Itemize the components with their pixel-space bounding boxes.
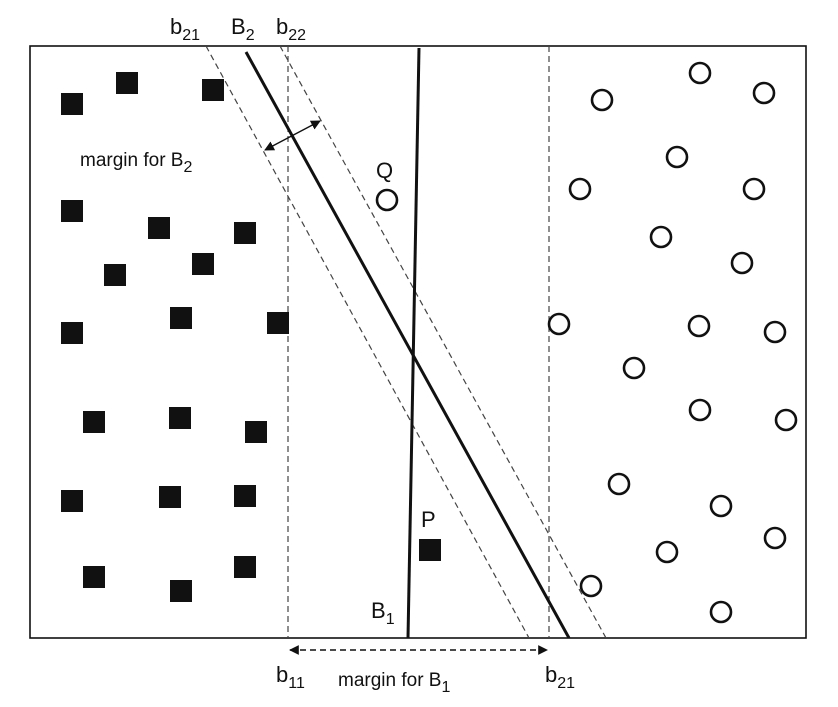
square-point-p — [419, 539, 441, 561]
square-point — [159, 486, 181, 508]
circle-point — [709, 494, 733, 518]
circle-point — [687, 314, 711, 338]
label-b21-top: b21 — [170, 14, 200, 44]
square-point — [104, 264, 126, 286]
plot-frame — [29, 45, 807, 639]
square-point — [234, 222, 256, 244]
circle-points — [375, 61, 798, 624]
circle-point — [688, 398, 712, 422]
square-point — [267, 312, 289, 334]
b22-diagonal-margin-line — [279, 46, 607, 638]
circle-point — [774, 408, 798, 432]
circle-point — [665, 145, 689, 169]
label-b21-bottom: b21 — [545, 662, 575, 692]
b21-diagonal-margin-line — [205, 46, 530, 638]
label-q: Q — [376, 158, 393, 183]
square-points — [61, 72, 441, 602]
circle-point — [568, 177, 592, 201]
square-point — [61, 490, 83, 512]
square-point — [116, 72, 138, 94]
annotation-margin-b2: margin for B2 — [80, 150, 192, 176]
label-b22-top: b22 — [276, 14, 306, 44]
circle-point — [730, 251, 754, 275]
circle-point — [709, 600, 733, 624]
b2-decision-boundary — [244, 51, 571, 638]
circle-point-q — [375, 188, 399, 212]
square-point — [202, 79, 224, 101]
circle-point — [590, 88, 614, 112]
annotation-margin-b1: margin for B1 — [338, 670, 450, 696]
circle-point — [579, 574, 603, 598]
circle-point — [649, 225, 673, 249]
square-point — [61, 200, 83, 222]
square-point — [61, 93, 83, 115]
square-point — [234, 556, 256, 578]
square-point — [170, 307, 192, 329]
square-point — [148, 217, 170, 239]
square-point — [61, 322, 83, 344]
circle-point — [655, 540, 679, 564]
circle-point — [688, 61, 712, 85]
circle-point — [763, 526, 787, 550]
square-point — [169, 407, 191, 429]
b1-decision-boundary — [406, 47, 421, 638]
label-b1-bottom: B1 — [371, 598, 395, 628]
square-point — [192, 253, 214, 275]
square-point — [170, 580, 192, 602]
square-point — [83, 411, 105, 433]
circle-point — [752, 81, 776, 105]
square-point — [83, 566, 105, 588]
square-point — [234, 485, 256, 507]
circle-point — [607, 472, 631, 496]
circle-point — [742, 177, 766, 201]
label-b2-top: B2 — [231, 14, 255, 44]
circle-point — [622, 356, 646, 380]
square-point — [245, 421, 267, 443]
label-p: P — [421, 507, 436, 532]
margin-b2-arrow — [264, 120, 321, 151]
circle-point — [547, 312, 571, 336]
label-b11-bottom: b11 — [276, 662, 305, 692]
circle-point — [763, 320, 787, 344]
